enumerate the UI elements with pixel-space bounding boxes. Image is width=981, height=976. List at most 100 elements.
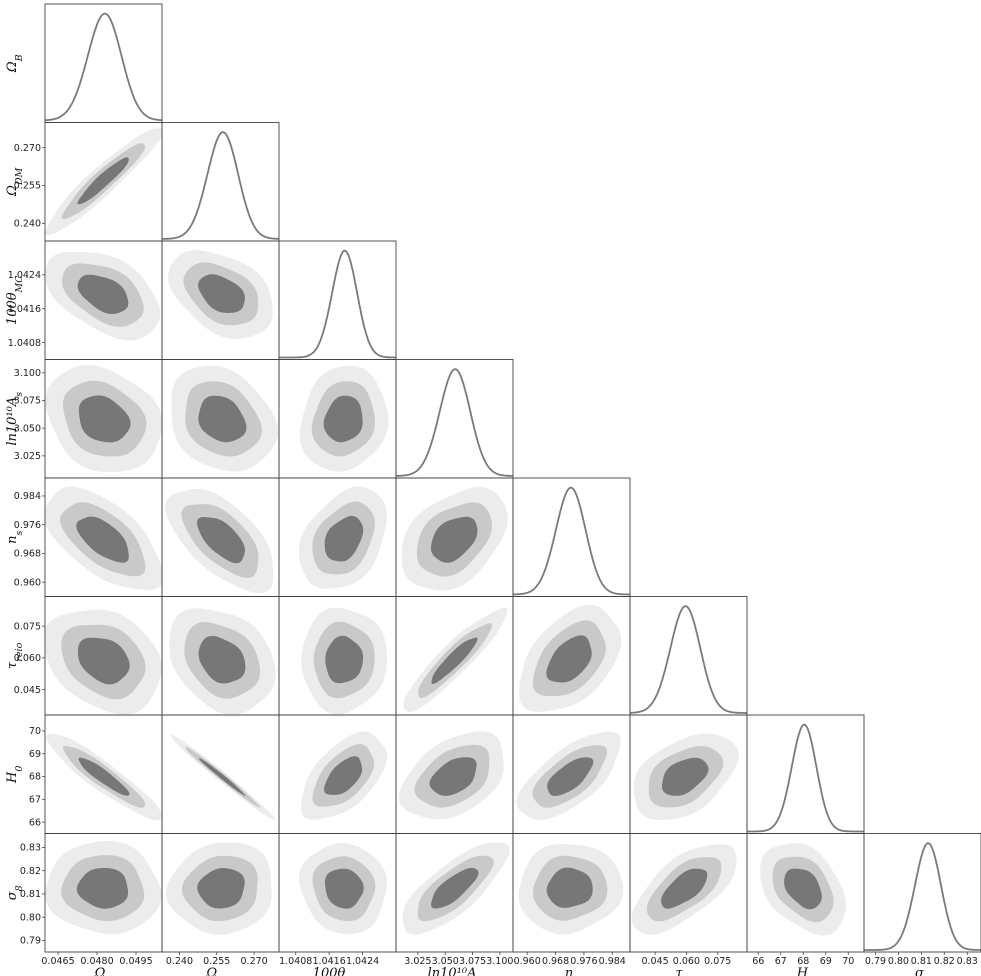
y-tick-label: 1.0424: [8, 270, 41, 281]
y-axis-label-tau: τreio: [5, 642, 25, 668]
panel-tau-vs-omega_dm: [161, 596, 280, 716]
pdf-panel-n_s: [512, 477, 631, 597]
panel-tau-vs-n_s: [512, 596, 631, 716]
contour-68: [546, 635, 592, 683]
panel-sigma8-vs-tau: [629, 833, 748, 953]
x-tick-label: 0.976: [570, 956, 597, 967]
contour-68: [197, 517, 245, 564]
contour-68: [78, 395, 131, 443]
x-tick-label: 3.050: [432, 956, 459, 967]
y-tick-label: 66: [29, 817, 41, 828]
panel-tau-vs-theta_mc: [278, 596, 397, 716]
x-tick-label: 0.0495: [119, 956, 152, 967]
x-tick-label: 1.0424: [346, 956, 379, 967]
panel-ln_as-vs-omega_b: [44, 359, 163, 479]
pdf-curve-ln_as: [396, 368, 513, 477]
panel-sigma8-vs-n_s: [512, 833, 631, 953]
x-tick-label: 0.79: [865, 956, 886, 967]
contour-68: [77, 157, 129, 205]
panel-tau-vs-omega_b: [44, 596, 163, 716]
x-tick-label: 70: [842, 956, 854, 967]
panel-ln_as-vs-theta_mc: [278, 359, 397, 479]
x-axis-omega_b: 0.0465 0.0480 0.0495 ΩB: [41, 952, 153, 976]
y-tick-label: 1.0408: [8, 338, 41, 349]
panel-ln_as-vs-omega_dm: [161, 359, 280, 479]
y-axis-label-h0: H0: [5, 766, 25, 784]
panel-n_s-vs-theta_mc: [278, 477, 397, 597]
pdf-curve-theta_mc: [279, 249, 396, 359]
y-axis-label-ln_as: ln10¹⁰As: [5, 392, 25, 446]
y-tick-label: 3.100: [14, 368, 41, 379]
x-axis-sigma8: 0.790.800.810.820.83 σ8: [865, 952, 978, 976]
y-tick-label: 67: [29, 795, 41, 806]
panel-n_s-vs-omega_b: [44, 477, 163, 597]
x-axis-label-ln_as: ln10¹⁰As: [428, 966, 482, 976]
x-axis-label-omega_dm: ΩDM: [205, 966, 234, 976]
x-tick-label: 3.075: [459, 956, 486, 967]
contour-68: [324, 756, 363, 795]
x-axis-label-h0: H0: [796, 966, 814, 976]
contour-68: [198, 274, 245, 313]
y-axis-theta_mc: 1.0424 1.0416 1.0408 100θMC: [5, 270, 45, 349]
panel-sigma8-vs-ln_as: [395, 833, 514, 953]
contour-68: [546, 867, 593, 908]
y-axis-tau: 0.075 0.060 0.045 τreio: [5, 621, 45, 696]
y-axis-label-omega_b: ΩB: [5, 54, 25, 73]
panel-sigma8-vs-omega_dm: [161, 833, 280, 953]
panel-h0-vs-omega_dm: [161, 714, 280, 834]
panel-tau-vs-ln_as: [395, 596, 514, 716]
y-axis-label-sigma8: σ8: [5, 885, 25, 900]
pdf-curve-n_s: [513, 486, 630, 596]
y-tick-label: 1.0416: [8, 304, 41, 315]
y-axis-label-theta_mc: 100θMC: [5, 275, 25, 325]
x-tick-label: 0.045: [641, 956, 668, 967]
contour-68: [325, 635, 363, 684]
x-axis-label-tau: τreio: [675, 966, 701, 976]
panel-h0-vs-theta_mc: [278, 714, 397, 834]
x-tick-label: 0.240: [166, 956, 193, 967]
y-axis-label-omega_dm: ΩDM: [5, 167, 25, 196]
y-axis-omega_b: ΩB: [5, 54, 25, 73]
y-axis-h0: 70 69 68 67 66 H0: [5, 726, 45, 828]
x-axis-label-omega_b: ΩB: [94, 966, 113, 976]
panel-omega_dm-vs-omega_b: [44, 122, 163, 242]
x-tick-label: 0.968: [542, 956, 569, 967]
contour-68: [431, 637, 478, 684]
x-tick-label: 68: [797, 956, 809, 967]
x-tick-label: 0.984: [599, 956, 626, 967]
contour-68: [784, 868, 822, 910]
y-axis-n_s: 0.984 0.976 0.968 0.960 ns: [5, 491, 45, 588]
x-tick-label: 0.270: [241, 956, 268, 967]
y-tick-label: 0.968: [14, 549, 41, 560]
y-tick-label: 0.960: [14, 577, 41, 588]
panel-h0-vs-omega_b: [44, 714, 163, 834]
y-tick-label: 3.050: [14, 423, 41, 434]
y-tick-label: 0.976: [14, 520, 41, 531]
contour-68: [324, 868, 364, 909]
x-tick-label: 0.82: [934, 956, 955, 967]
x-tick-label: 66: [752, 956, 764, 967]
y-tick-label: 0.255: [14, 181, 41, 192]
y-tick-label: 0.045: [14, 685, 41, 696]
contour-68: [547, 757, 594, 796]
panel-sigma8-vs-h0: [746, 833, 865, 953]
x-axis-h0: 66 67 68 69 70 H0: [752, 952, 854, 976]
x-tick-label: 3.025: [404, 956, 431, 967]
x-tick-label: 0.80: [888, 956, 909, 967]
panel-sigma8-vs-omega_b: [44, 833, 163, 953]
x-tick-label: 0.81: [911, 956, 932, 967]
y-tick-label: 0.240: [14, 219, 41, 230]
x-tick-label: 0.060: [673, 956, 700, 967]
x-axis-label-sigma8: σ8: [915, 966, 930, 976]
y-tick-label: 0.060: [14, 653, 41, 664]
y-tick-label: 0.82: [20, 866, 41, 877]
x-axis-tau: 0.045 0.060 0.075τreio: [641, 952, 731, 976]
pdf-panel-h0: [746, 714, 865, 834]
y-axis-label-n_s: ns: [5, 531, 25, 544]
y-tick-label: 0.984: [14, 491, 41, 502]
contour-68: [430, 516, 478, 563]
contour-68: [76, 516, 129, 563]
contour-68: [198, 395, 247, 443]
x-tick-label: 69: [820, 956, 832, 967]
